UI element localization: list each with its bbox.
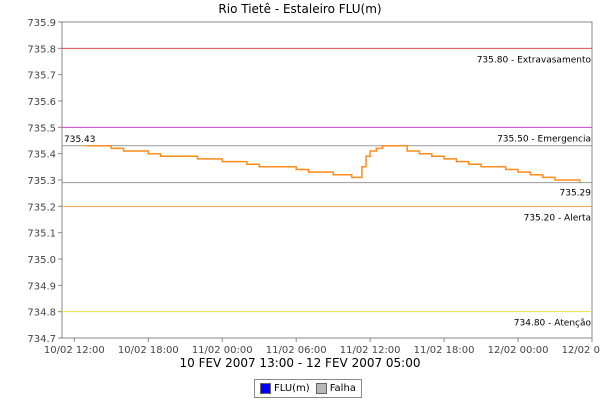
reference-label: 735.50 - Emergencia [497, 134, 591, 144]
data-point [357, 176, 359, 178]
data-point [86, 145, 88, 147]
extreme-marker-label: 735.43 [64, 135, 96, 145]
x-tick-label: 12/02 06:00 [562, 345, 600, 356]
data-point [332, 174, 334, 176]
data-point [197, 158, 199, 160]
data-point [455, 161, 457, 163]
y-tick-label: 735.0 [27, 255, 56, 266]
data-point [258, 166, 260, 168]
data-point [172, 155, 174, 157]
reference-label: 735.20 - Alerta [524, 213, 591, 223]
data-point [135, 150, 137, 152]
data-point [351, 176, 353, 178]
y-tick-label: 734.7 [27, 334, 56, 345]
series-layer [86, 145, 581, 184]
y-tick-label: 735.2 [27, 202, 56, 213]
y-tick-label: 735.6 [27, 97, 56, 108]
data-point [492, 166, 494, 168]
data-point [307, 171, 310, 173]
x-tick-label: 10/02 18:00 [118, 345, 179, 356]
legend-item-falha: Falha [315, 383, 356, 394]
x-tick-label: 11/02 12:00 [340, 345, 401, 356]
y-tick-label: 735.8 [27, 44, 56, 55]
legend-swatch-falha [315, 383, 327, 394]
legend: FLU(m) Falha [254, 379, 362, 398]
data-point [375, 147, 377, 149]
y-tick-label: 734.8 [27, 308, 56, 319]
data-point [418, 153, 420, 155]
legend-label-flu: FLU(m) [274, 383, 310, 394]
reference-lines: 735.80 - Extravasamento 735.50 - Emergenc… [62, 47, 592, 329]
y-tick-label: 735.4 [27, 150, 56, 161]
data-point [295, 168, 297, 171]
data-point [344, 174, 347, 176]
legend-label-falha: Falha [329, 383, 356, 394]
reference-label: 735.80 - Extravasamento [477, 55, 592, 65]
data-point [406, 150, 408, 152]
data-point [160, 155, 162, 157]
data-point [209, 158, 211, 160]
x-tick-label: 11/02 18:00 [414, 345, 475, 356]
y-tick-label: 735.1 [27, 229, 56, 240]
data-point [283, 166, 285, 168]
data-point [566, 179, 568, 181]
data-point [184, 155, 186, 157]
data-point [579, 182, 581, 184]
data-point [505, 168, 507, 171]
data-point [443, 158, 445, 160]
data-point [529, 174, 532, 176]
y-tick-label: 735.7 [27, 71, 56, 82]
data-point [480, 166, 482, 168]
data-point [517, 171, 519, 173]
data-point [270, 166, 273, 168]
y-tick-label: 735.3 [27, 176, 56, 187]
x-tick-label: 11/02 00:00 [192, 345, 253, 356]
data-point [98, 145, 100, 147]
extreme-markers: 735.43 735.29 [62, 135, 592, 199]
data-point [221, 161, 223, 163]
data-point [468, 163, 470, 165]
y-tick-label: 735.5 [27, 123, 56, 134]
data-point [554, 179, 556, 181]
data-point [431, 155, 433, 157]
legend-swatch-flu [260, 383, 271, 394]
data-point [234, 161, 236, 163]
data-point [381, 145, 384, 147]
x-tick-label: 11/02 06:00 [266, 345, 327, 356]
chart-subtitle: 10 FEV 2007 13:00 - 12 FEV 2007 05:00 [179, 356, 421, 370]
data-point [365, 155, 367, 157]
data-point [361, 166, 363, 168]
reference-label: 734.80 - Atenção [514, 319, 592, 329]
data-point [147, 153, 149, 155]
data-point [369, 150, 371, 152]
data-point [542, 176, 544, 178]
plot-area [61, 21, 593, 339]
data-point [246, 163, 248, 165]
chart-title: Rio Tietê - Estaleiro FLU(m) [218, 2, 382, 16]
y-tick-label: 735.9 [27, 18, 56, 29]
y-tick-label: 734.9 [27, 281, 56, 292]
data-point [394, 145, 396, 147]
legend-item-flu: FLU(m) [260, 383, 310, 394]
extreme-marker-label: 735.29 [560, 189, 592, 199]
x-tick-label: 10/02 12:00 [44, 345, 105, 356]
x-axis: 10/02 12:00 10/02 18:00 11/02 00:00 11/02 0… [44, 338, 600, 356]
x-tick-label: 12/02 00:00 [488, 345, 549, 356]
y-axis: 734.7 734.8 734.9 735.0 735.1 735.2 735.3 735.4… [27, 18, 62, 345]
plot-border [61, 21, 593, 339]
data-point [123, 150, 125, 152]
data-point [110, 147, 112, 149]
data-point [320, 171, 322, 173]
